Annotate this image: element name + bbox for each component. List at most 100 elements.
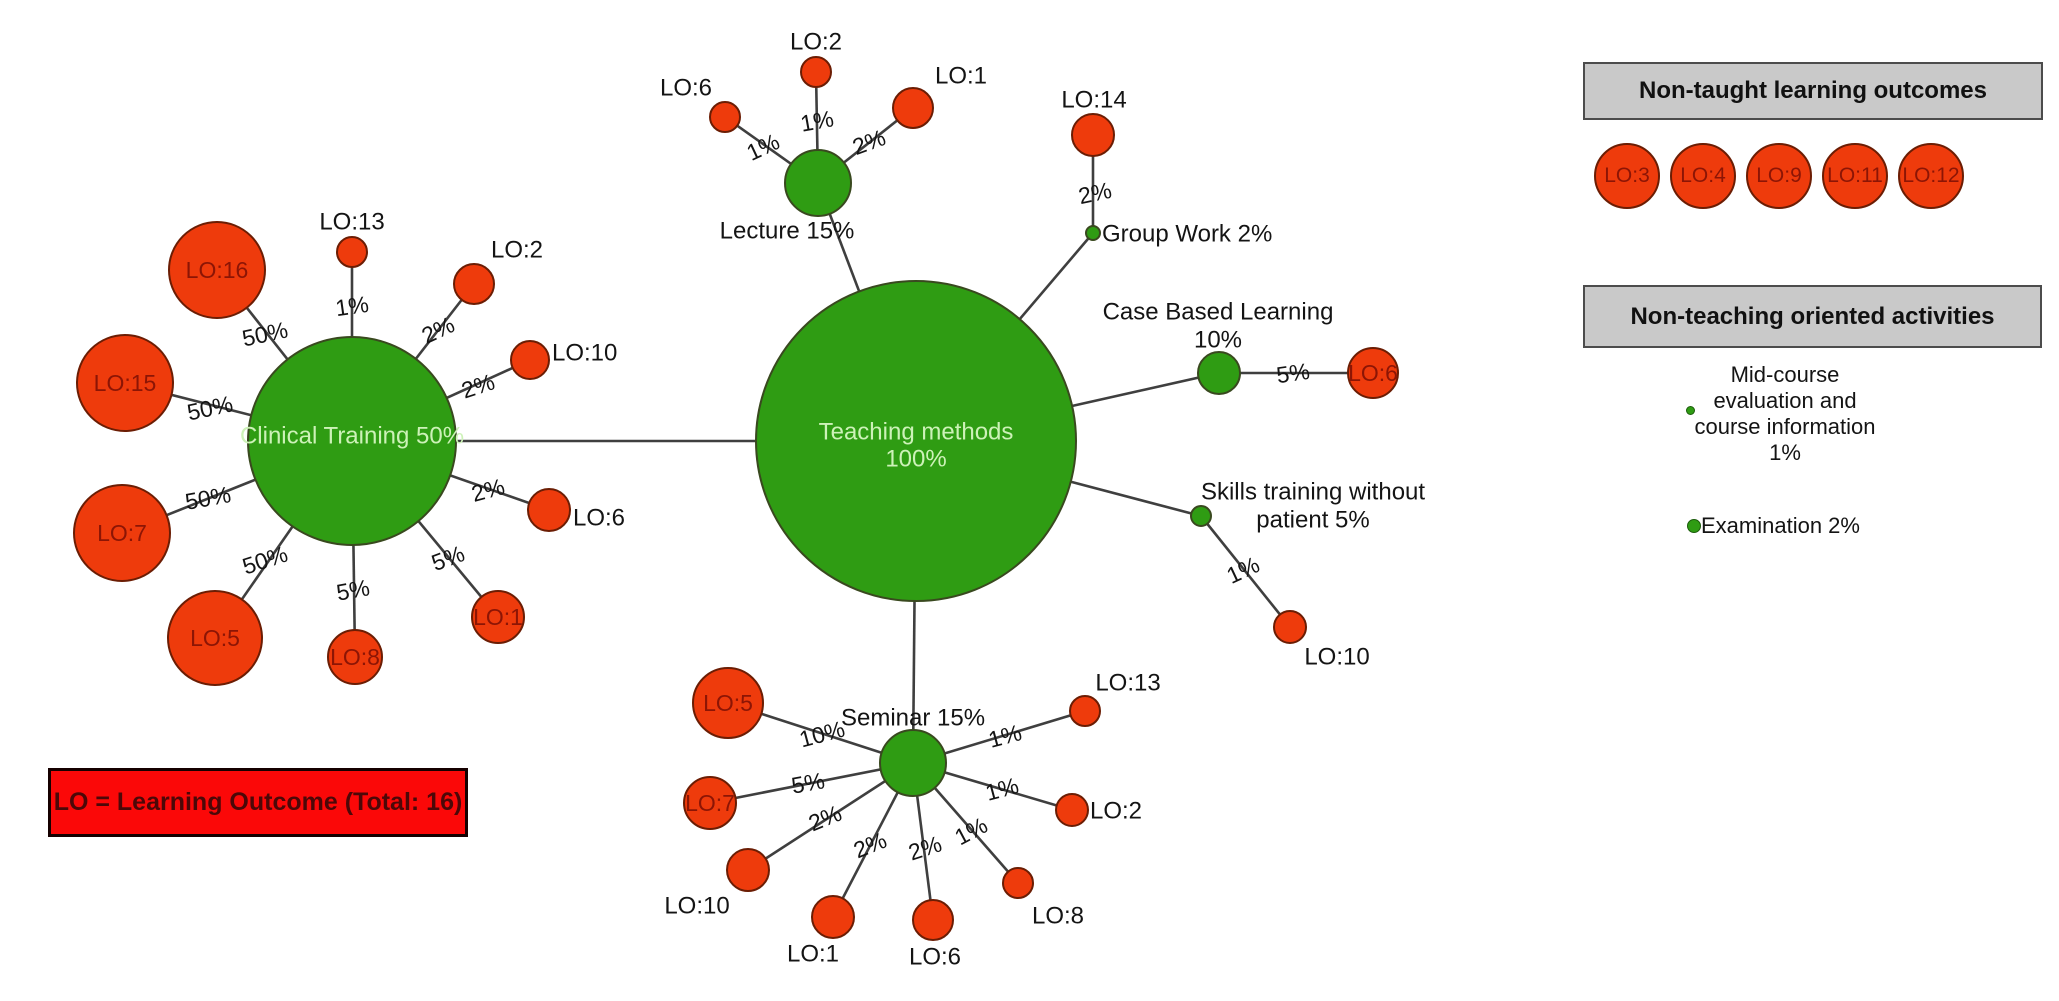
node-lo10-seminar (726, 848, 770, 892)
label-lo10-seminar: LO:10 (664, 893, 729, 920)
pct-seminar-lo6: 2% (905, 830, 945, 865)
midcourse-label: Mid-course evaluation and course informati… (1668, 362, 1902, 466)
label-lecture: Lecture 15% (720, 218, 855, 245)
label-lo6-seminar: LO:6 (909, 944, 961, 971)
legend-examination-item: Examination 2% (1687, 513, 1860, 539)
label-lo13-seminar: LO:13 (1095, 670, 1160, 697)
legend-circle-lo11: LO:11 (1822, 143, 1888, 209)
legend-circle-lo12: LO:12 (1898, 143, 1964, 209)
label-lo8-clinical: LO:8 (330, 644, 380, 670)
midcourse-dot (1686, 406, 1695, 415)
label-skills-1: Skills training without (1201, 479, 1425, 506)
label-lo1-lecture: LO:1 (935, 63, 987, 90)
label-lo5-seminar: LO:5 (703, 690, 753, 716)
label-lo2-seminar: LO:2 (1090, 798, 1142, 825)
pct-clinical-lo13: 1% (334, 291, 371, 321)
examination-dot (1687, 519, 1701, 533)
label-case-based-1: Case Based Learning (1103, 299, 1334, 326)
label-lo7-clinical: LO:7 (97, 520, 147, 546)
node-lecture (784, 149, 852, 217)
node-lo7-seminar (683, 776, 737, 830)
node-lo2-seminar (1055, 793, 1089, 827)
node-group-work (1085, 225, 1101, 241)
node-lo6-clinical (527, 488, 571, 532)
pct-clinical-lo2: 2% (417, 311, 458, 349)
node-skills-training (1190, 505, 1212, 527)
pct-seminar-lo7: 5% (789, 767, 826, 798)
node-lo10-skills (1273, 610, 1307, 644)
pct-clinical-lo15: 50% (185, 390, 235, 425)
pct-seminar-lo13: 1% (986, 719, 1025, 753)
pct-lecture-lo1: 2% (849, 124, 889, 160)
examination-label: Examination 2% (1701, 513, 1860, 538)
node-lo8-clinical (327, 629, 383, 685)
label-lo10-skills: LO:10 (1304, 644, 1369, 671)
midcourse-label-line: Mid-course (1730, 362, 1840, 387)
pct-clinical-lo1: 5% (428, 540, 468, 576)
node-lo5-clinical (167, 590, 263, 686)
legend-non-teaching-title: Non-teaching oriented activities (1583, 285, 2042, 348)
midcourse-label-line: course information (1694, 414, 1876, 439)
pct-seminar-lo1: 2% (850, 827, 891, 864)
pct-skills-lo10: 1% (1222, 551, 1263, 589)
node-case-based (1197, 351, 1241, 395)
node-lo10-clinical (510, 340, 550, 380)
node-lo15-clinical (76, 334, 174, 432)
pct-seminar-lo5: 10% (796, 715, 847, 752)
pct-clinical-lo6: 2% (469, 473, 508, 507)
label-lo6-casebased: LO:6 (1348, 360, 1398, 386)
label-lo8-seminar: LO:8 (1032, 903, 1084, 930)
legend-circle-lo4: LO:4 (1670, 143, 1736, 209)
node-lo6-casebased (1347, 347, 1399, 399)
pct-clinical-lo8: 5% (334, 574, 371, 605)
pct-clinical-lo5: 50% (239, 541, 291, 580)
node-lo13-seminar (1069, 695, 1101, 727)
node-lo1-seminar (811, 895, 855, 939)
label-lo7-seminar: LO:7 (685, 790, 735, 816)
node-lo2-lecture (800, 56, 832, 88)
pct-clinical-lo7: 50% (183, 481, 233, 515)
label-case-based-2: 10% (1194, 327, 1242, 354)
node-lo1-clinical (471, 590, 525, 644)
label-clinical-training: Clinical Training 50% (240, 423, 464, 450)
label-lo14-groupwork: LO:14 (1061, 87, 1126, 114)
legend-circle-lo3: LO:3 (1594, 143, 1660, 209)
label-lo15-clinical: LO:15 (94, 370, 157, 396)
label-teaching-methods-2: 100% (885, 446, 946, 473)
legend-circle-lo9: LO:9 (1746, 143, 1812, 209)
pct-groupwork-lo14: 2% (1076, 177, 1114, 209)
node-lo6-seminar (912, 899, 954, 941)
edge-skills-lo10 (1199, 515, 1292, 628)
node-lo6-lecture (709, 101, 741, 133)
node-lo13-clinical (336, 236, 368, 268)
label-lo16-clinical: LO:16 (186, 257, 249, 283)
node-lo8-seminar (1002, 867, 1034, 899)
node-lo2-clinical (453, 263, 495, 305)
label-lo2-clinical: LO:2 (491, 237, 543, 264)
pct-lecture-lo2: 1% (798, 105, 835, 136)
label-lo13-clinical: LO:13 (319, 209, 384, 236)
label-lo2-lecture: LO:2 (790, 29, 842, 56)
node-lo7-clinical (73, 484, 171, 582)
label-lo6-clinical: LO:6 (573, 505, 625, 532)
node-lo14-groupwork (1071, 113, 1115, 157)
legend-non-taught-title: Non-taught learning outcomes (1583, 62, 2043, 120)
node-seminar (879, 729, 947, 797)
legend-non-taught-circles: LO:3 LO:4 LO:9 LO:11 LO:12 (1594, 143, 1964, 209)
label-lo5-clinical: LO:5 (190, 625, 240, 651)
midcourse-label-line: evaluation and (1713, 388, 1857, 413)
edge-seminar-lo7 (709, 761, 914, 805)
label-lo1-clinical: LO:1 (473, 604, 523, 630)
lo-key-box: LO = Learning Outcome (Total: 16) (48, 768, 468, 837)
label-teaching-methods-1: Teaching methods (819, 419, 1014, 446)
node-lo16-clinical (168, 221, 266, 319)
pct-clinical-lo10: 2% (458, 368, 498, 403)
label-skills-2: patient 5% (1256, 507, 1369, 534)
pct-casebased-lo6: 5% (1275, 358, 1312, 388)
pct-seminar-lo2: 1% (983, 772, 1022, 806)
label-lo1-seminar: LO:1 (787, 941, 839, 968)
node-clinical-training (247, 336, 457, 546)
label-seminar: Seminar 15% (841, 705, 985, 732)
